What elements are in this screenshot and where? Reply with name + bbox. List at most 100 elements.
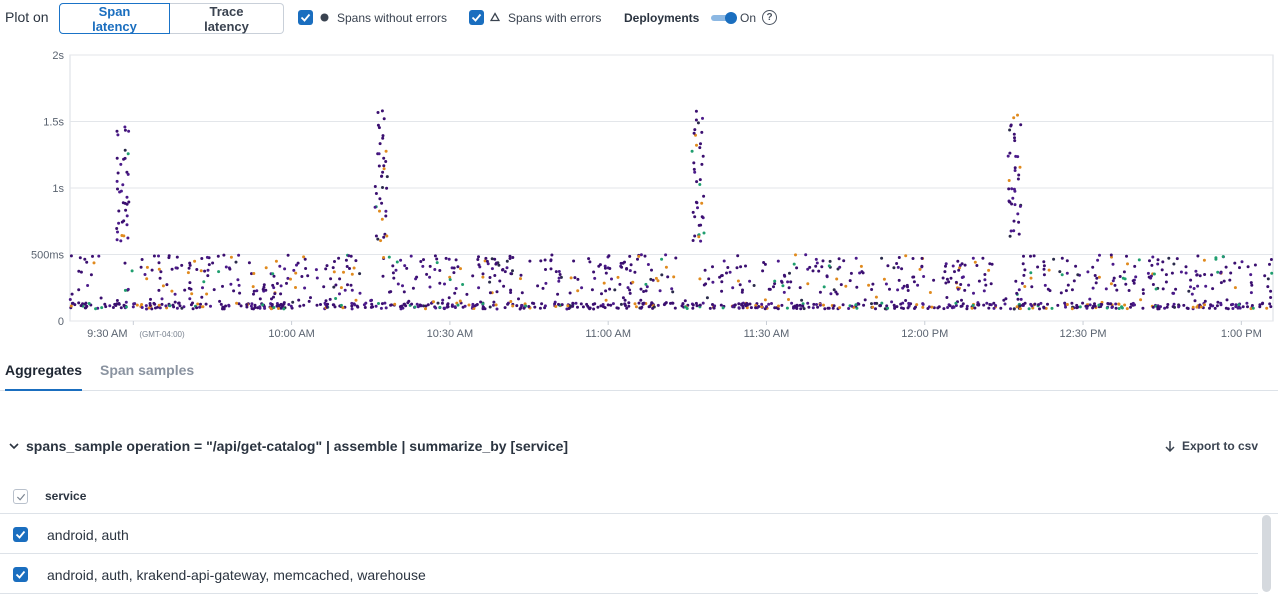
scatter-point: [1269, 258, 1273, 261]
scatter-point: [178, 304, 182, 308]
table-row[interactable]: android, auth, krakend-api-gateway, memc…: [0, 554, 1258, 594]
scatter-point: [495, 307, 499, 311]
scatter-point: [626, 286, 630, 290]
scatter-point: [1219, 303, 1223, 307]
scatter-point: [378, 142, 382, 146]
scatter-point: [447, 296, 451, 300]
export-csv-button[interactable]: Export to csv: [1164, 439, 1258, 453]
scatter-point: [188, 281, 192, 285]
trace-latency-button[interactable]: Trace latency: [170, 3, 284, 34]
scatter-point: [69, 254, 73, 258]
scatter-point: [356, 305, 360, 309]
scatter-point: [763, 262, 767, 266]
scatter-point: [897, 256, 901, 259]
scatter-point: [835, 277, 839, 281]
scatter-point: [806, 267, 810, 271]
scatter-point: [520, 304, 524, 307]
scatter-point: [557, 270, 561, 273]
scatter-point: [841, 303, 845, 307]
scatter-point: [1010, 187, 1014, 191]
scatter-point: [1166, 303, 1170, 306]
scatter-point: [731, 305, 735, 309]
scatter-point: [481, 272, 485, 276]
scatter-point: [1013, 203, 1017, 207]
scatter-point: [182, 305, 186, 309]
deployments-switch[interactable]: [711, 12, 737, 24]
scatter-point: [863, 298, 867, 302]
x-tick-label: 10:30 AM: [427, 328, 473, 340]
tab-span-samples[interactable]: Span samples: [100, 362, 195, 378]
scatter-point: [218, 299, 222, 303]
tab-aggregates[interactable]: Aggregates: [5, 362, 83, 391]
scatter-point: [1194, 269, 1198, 273]
query-header[interactable]: spans_sample operation = "/api/get-catal…: [8, 438, 568, 454]
scatter-point: [702, 283, 706, 287]
scatter-point: [135, 303, 139, 307]
y-axis-ticks: 2s 1.5s 1s 500ms 0: [31, 50, 65, 328]
scatter-point: [94, 307, 98, 311]
scatter-point: [615, 306, 619, 310]
scatter-point: [237, 253, 241, 257]
scatter-point: [874, 295, 878, 299]
scatter-point: [1076, 273, 1080, 277]
scatter-point: [1094, 281, 1098, 285]
scatter-point: [886, 264, 890, 268]
scatter-point: [691, 210, 695, 214]
scatter-point: [592, 270, 596, 274]
table-row[interactable]: android, auth: [0, 514, 1258, 554]
scatter-point: [1191, 305, 1195, 309]
scatter-point: [440, 301, 444, 305]
span-latency-button[interactable]: Span latency: [59, 3, 170, 34]
scatter-point: [1238, 306, 1242, 310]
x-tick-label: 11:00 AM: [585, 328, 631, 340]
y-tick-label: 500ms: [31, 250, 65, 262]
row-checkbox[interactable]: [13, 527, 28, 542]
scatter-point: [250, 272, 253, 276]
scatter-point: [347, 254, 351, 258]
help-icon[interactable]: ?: [762, 10, 777, 25]
scatter-point: [180, 263, 184, 267]
scatter-point: [957, 268, 961, 272]
scatter-point: [823, 307, 827, 311]
scatter-point: [720, 274, 723, 278]
spans-without-errors-checkbox[interactable]: [298, 10, 313, 25]
scatter-point: [390, 303, 393, 307]
scatter-point: [1164, 273, 1168, 277]
scatter-point: [701, 116, 704, 120]
scatter-point: [792, 305, 796, 309]
scatter-point: [835, 292, 839, 296]
scatter-point: [222, 307, 226, 311]
scatter-point: [199, 269, 203, 273]
scatter-point: [115, 238, 119, 242]
scatter-point: [693, 234, 697, 238]
scatter-point: [158, 306, 162, 310]
scatter-point: [885, 304, 889, 308]
scatter-point: [1137, 258, 1141, 262]
spans-with-errors-checkbox[interactable]: [469, 10, 484, 25]
scatter-point: [1129, 305, 1132, 309]
scatter-point: [831, 306, 835, 310]
scatter-point: [984, 283, 988, 287]
scatter-point: [600, 292, 603, 296]
scatter-point: [895, 262, 899, 265]
scatter-point: [1189, 278, 1193, 282]
scatter-point: [994, 304, 998, 307]
scatter-point: [167, 256, 171, 260]
scatter-point: [737, 306, 741, 310]
scatter-point: [916, 283, 920, 287]
scatter-point: [1229, 271, 1233, 275]
scatter-point: [1074, 264, 1078, 268]
scatter-point: [540, 302, 544, 306]
table-scrollbar[interactable]: [1262, 515, 1271, 592]
row-checkbox[interactable]: [13, 567, 28, 582]
scatter-point: [140, 306, 144, 309]
scatter-point: [749, 306, 753, 310]
scatter-point: [436, 301, 440, 305]
scatter-point: [511, 269, 514, 273]
scatter-point: [878, 304, 882, 308]
scatter-point: [1240, 260, 1244, 264]
select-all-checkbox[interactable]: [13, 489, 28, 504]
scatter-point: [458, 299, 462, 303]
scatter-point: [1204, 284, 1208, 288]
scatter-point: [349, 283, 353, 287]
